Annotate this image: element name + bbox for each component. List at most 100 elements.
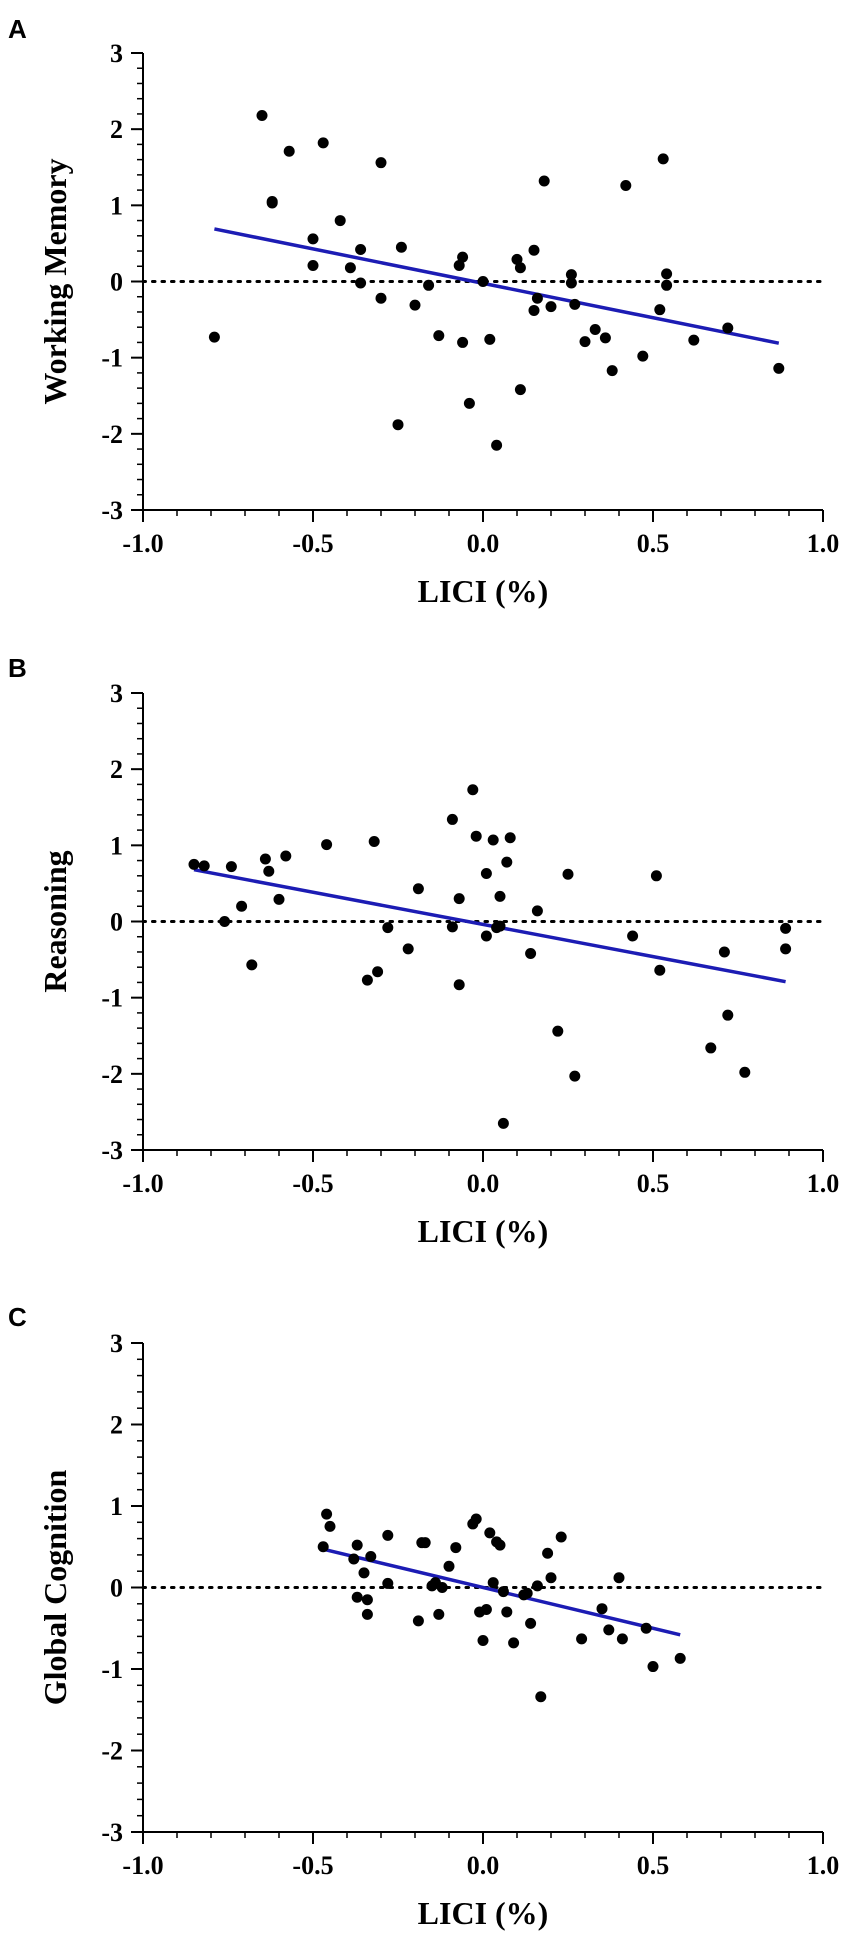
data-point [511,253,523,265]
data-point [433,330,445,342]
x-tick-label: -1.0 [122,1169,163,1198]
data-point [637,350,649,362]
data-point [565,269,577,281]
y-tick-label: 0 [110,268,123,297]
y-tick-label: 1 [110,831,123,860]
y-tick-label: -3 [101,1136,123,1165]
data-point [661,279,673,291]
y-tick-label: -2 [101,1060,123,1089]
data-point [477,276,489,287]
data-point [599,332,611,344]
data-point [705,1042,717,1054]
y-axis-title: Global Cognition [37,1469,73,1705]
data-point [647,1661,659,1673]
data-point [188,858,200,870]
data-point [494,1539,506,1551]
data-point [596,1603,608,1615]
data-point [650,870,662,882]
data-point [531,292,543,304]
panel-letter: C [8,1302,27,1332]
data-point [627,930,639,942]
data-point [535,1691,547,1703]
x-tick-label: 0.0 [467,1851,500,1880]
data-point [484,1527,496,1539]
data-point [674,1652,686,1664]
data-point [324,1520,336,1532]
data-point [661,268,673,280]
y-tick-label: -2 [101,420,123,449]
x-axis-title: LICI (%) [418,1213,549,1249]
data-point [531,1580,543,1592]
data-point [365,1551,377,1563]
regression-line [214,227,780,345]
data-point [528,304,540,316]
data-point [208,331,220,343]
y-axis-title: Working Memory [37,158,73,404]
data-point [348,1553,360,1565]
data-point [579,336,591,348]
data-point [739,1066,751,1078]
data-point [263,865,275,877]
data-point [501,1606,513,1618]
data-point [467,784,479,796]
x-axis-title: LICI (%) [418,573,549,609]
data-point [562,868,574,880]
data-point [450,1542,462,1554]
data-point [487,1577,499,1589]
data-point [361,1608,373,1620]
data-point [355,244,367,256]
data-point [283,145,295,157]
data-point [307,233,319,245]
data-point [225,861,237,873]
data-point [603,1624,615,1636]
data-point [773,362,785,374]
data-point [514,262,526,274]
data-point [321,1508,333,1520]
x-tick-label: 0.5 [637,1851,670,1880]
data-point [419,1537,431,1549]
data-point [453,979,465,991]
data-point [382,1529,394,1541]
data-point [654,964,666,976]
x-tick-label: -1.0 [122,529,163,558]
y-tick-label: -3 [101,496,123,525]
y-tick-label: 0 [110,1574,123,1603]
y-tick-label: 3 [110,39,123,68]
data-point [351,1591,363,1603]
y-tick-label: 2 [110,755,123,784]
data-point [480,930,492,942]
data-point [321,839,333,851]
data-point [545,301,557,313]
data-point [433,1608,445,1620]
data-point [317,137,329,149]
data-point [780,922,792,934]
data-point [436,1582,448,1593]
x-tick-label: -0.5 [292,1169,333,1198]
chart-panel-b: B -3 -2 -1 0 1 2 3 -1.0 -0.5 0.0 0.5 1.0 LICI (%) Reas… [8,653,839,1249]
data-point [219,916,231,927]
y-tick-label: -1 [101,1655,123,1684]
chart-panel-c: C -3 -2 -1 0 1 2 3 -1.0 -0.5 0.0 0.5 1.0 LICI (%) Glob… [8,1302,839,1931]
y-tick-label: 3 [110,1329,123,1358]
data-point [780,943,792,955]
y-tick-label: -1 [101,984,123,1013]
data-point [198,860,210,872]
data-point [477,1634,489,1646]
y-tick-label: 1 [110,1492,123,1521]
data-point [355,277,367,289]
y-tick-label: 2 [110,115,123,144]
data-point [372,966,384,978]
data-point [688,334,700,346]
x-tick-label: 0.0 [467,529,500,558]
data-point [542,1547,554,1559]
data-point [375,292,387,304]
panel-letter: A [8,14,27,44]
x-axis-title: LICI (%) [418,1895,549,1931]
data-point [504,832,516,844]
data-point [259,853,271,865]
data-point [494,920,506,932]
y-axis-title: Reasoning [37,850,73,992]
data-point [576,1633,588,1645]
data-point [351,1539,363,1551]
data-point [375,157,387,169]
